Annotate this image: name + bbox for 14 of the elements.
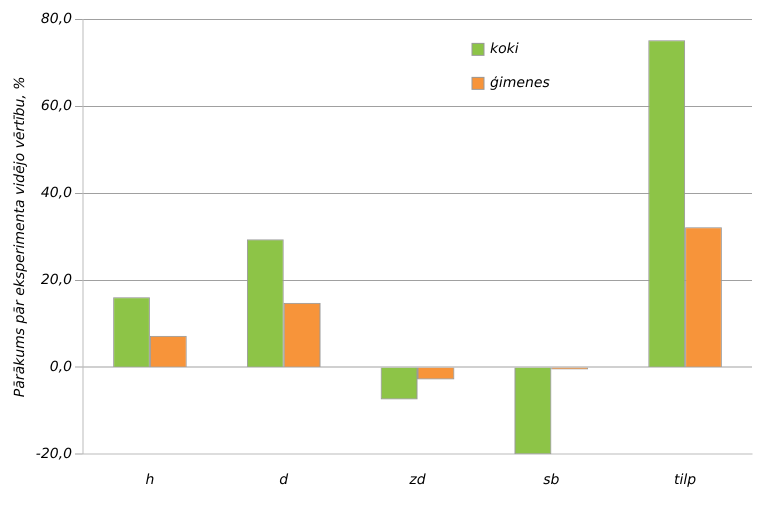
legend-label: koki [490,41,519,58]
x-tick-label: h [145,472,154,488]
y-tick-label: 0,0 [50,358,72,375]
x-tick-label: tilp [674,472,696,488]
x-tick-label: d [279,472,288,488]
x-tick-label: zd [408,472,426,488]
y-tick-label: 80,0 [40,11,72,28]
y-tick-label: 60,0 [40,98,72,114]
x-tick-label: sb [543,472,560,488]
y-tick-label: 20,0 [40,272,72,288]
y-tick-label: 40,0 [40,184,72,201]
legend-label: ģimenes [490,75,550,92]
y-axis-title: Pārākums pār eksperimenta vidējo vērtību, % [12,76,28,398]
y-tick-label: -20,0 [36,446,72,462]
